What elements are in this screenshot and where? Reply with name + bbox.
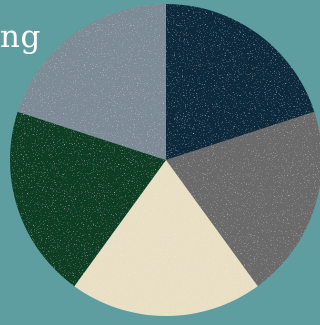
- pie-slice-4: [10, 111, 167, 287]
- pie-slice-5: [17, 4, 166, 160]
- pie-slice-3: [74, 160, 258, 317]
- pie-slice-1: [166, 4, 315, 160]
- chart-title-fragment: ng: [0, 19, 41, 55]
- pie-slice-2: [166, 111, 320, 287]
- pie-slices: [10, 4, 320, 317]
